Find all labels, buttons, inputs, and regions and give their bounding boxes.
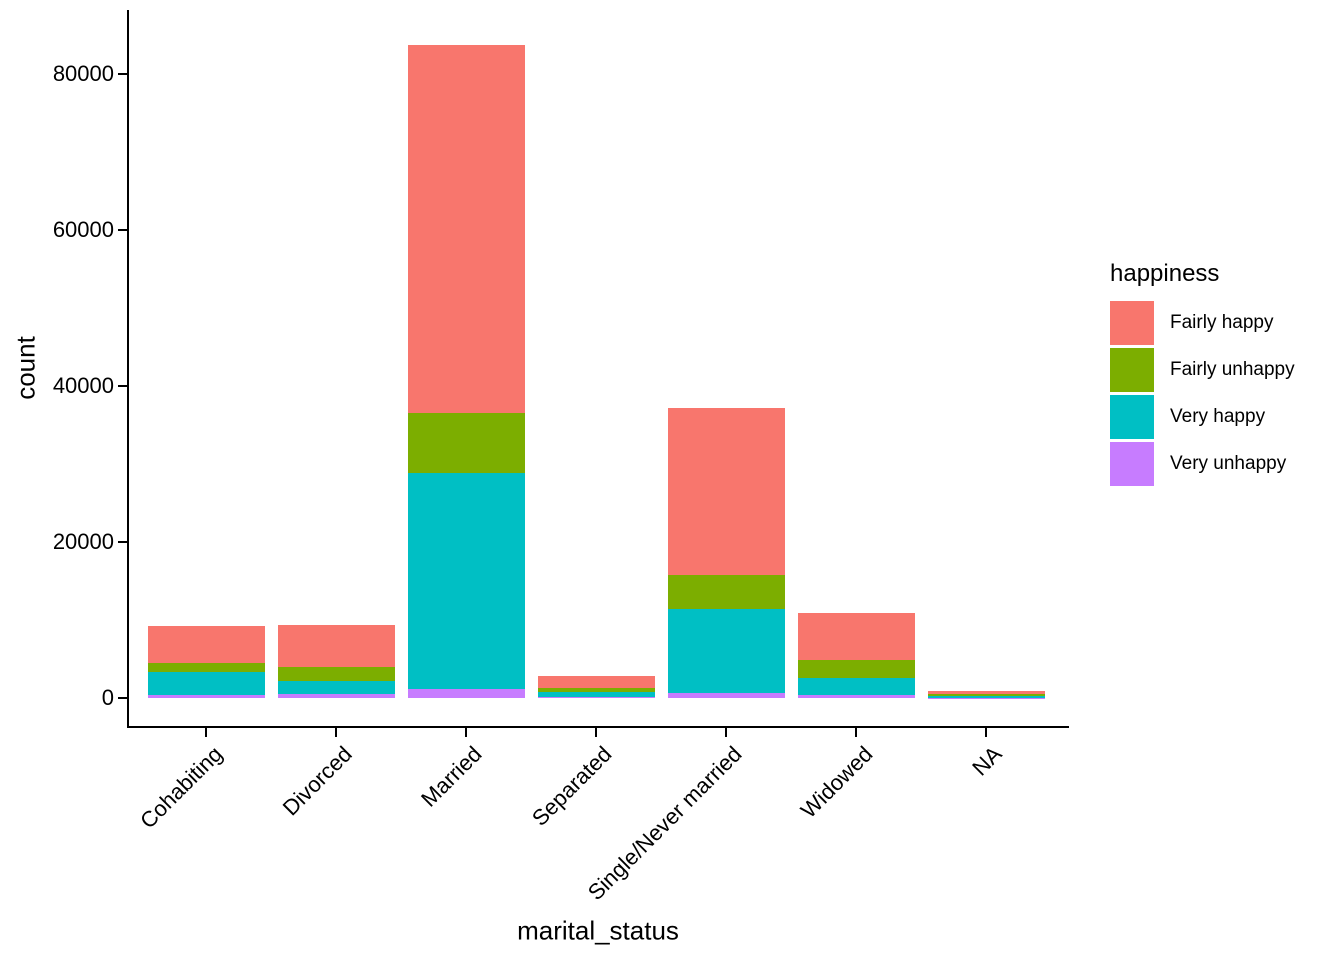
bar-segment-married-very-unhappy — [407, 689, 525, 698]
y-axis-line — [127, 10, 129, 728]
y-tick-label: 0 — [101, 685, 114, 710]
x-tick-mark — [725, 728, 727, 737]
legend-swatch-fairly-happy — [1110, 301, 1154, 345]
x-tick-mark — [595, 728, 597, 737]
legend-items: Fairly happy Fairly unhappy Very happy Very… — [1110, 301, 1295, 486]
x-tick-label-widowed: Widowed — [795, 741, 877, 823]
bar-segment-cohabiting-very-unhappy — [147, 694, 265, 698]
x-tick-mark — [335, 728, 337, 737]
x-axis-line — [127, 726, 1069, 728]
y-tick-mark — [118, 541, 127, 543]
bar-segment-married-very-happy — [407, 472, 525, 690]
x-tick-label-separated: Separated — [527, 741, 617, 831]
bar-segment-cohabiting-fairly-happy — [147, 626, 265, 664]
legend-swatch-fairly-unhappy — [1110, 348, 1154, 392]
bar-segment-cohabiting-very-happy — [147, 672, 265, 695]
bar-segment-na-very-happy — [927, 695, 1045, 698]
legend-label-very-unhappy: Very unhappy — [1170, 453, 1287, 474]
legend-item-very-unhappy: Very unhappy — [1110, 442, 1295, 486]
bar-segment-single-never-married-fairly-unhappy — [667, 574, 785, 609]
bar-segment-married-fairly-happy — [407, 45, 525, 413]
y-tick-label: 20000 — [52, 529, 114, 554]
y-tick-label: 80000 — [52, 61, 114, 86]
bar-segment-divorced-fairly-unhappy — [277, 666, 395, 681]
y-tick-label: 60000 — [52, 217, 114, 242]
legend-label-very-happy: Very happy — [1170, 406, 1266, 427]
bar-segment-widowed-very-unhappy — [797, 694, 915, 698]
y-tick-mark — [118, 229, 127, 231]
legend-label-fairly-unhappy: Fairly unhappy — [1170, 359, 1295, 380]
legend-label-fairly-happy: Fairly happy — [1170, 312, 1274, 333]
bar-segment-divorced-very-unhappy — [277, 694, 395, 698]
legend-item-fairly-unhappy: Fairly unhappy — [1110, 348, 1295, 392]
x-tick-label-cohabiting: Cohabiting — [134, 741, 227, 834]
x-tick-mark — [985, 728, 987, 737]
bar-segment-widowed-fairly-happy — [797, 612, 915, 660]
y-tick-mark — [118, 73, 127, 75]
bar-segment-cohabiting-fairly-unhappy — [147, 663, 265, 673]
legend-item-fairly-happy: Fairly happy — [1110, 301, 1295, 345]
bar-segment-widowed-fairly-unhappy — [797, 659, 915, 678]
legend-swatch-very-happy — [1110, 395, 1154, 439]
y-tick-mark — [118, 697, 127, 699]
legend-title: happiness — [1110, 260, 1220, 287]
bar-segment-separated-very-happy — [537, 691, 655, 697]
legend: happiness Fairly happy Fairly unhappy Very… — [1110, 260, 1295, 489]
y-tick-label: 40000 — [52, 373, 114, 398]
x-axis-title: marital_status — [517, 915, 679, 946]
bar-segment-single-never-married-very-happy — [667, 608, 785, 693]
x-tick-label-na: NA — [967, 741, 1007, 781]
x-tick-mark — [205, 728, 207, 737]
bar-segment-single-never-married-fairly-happy — [667, 407, 785, 575]
x-tick-mark — [855, 728, 857, 737]
legend-item-very-happy: Very happy — [1110, 395, 1295, 439]
bar-segment-na-fairly-happy — [927, 690, 1045, 694]
bar-segment-divorced-fairly-happy — [277, 624, 395, 667]
legend-swatch-very-unhappy — [1110, 442, 1154, 486]
bar-segment-divorced-very-happy — [277, 680, 395, 695]
bar-segment-separated-fairly-unhappy — [537, 687, 655, 692]
bar-segment-separated-very-unhappy — [537, 696, 655, 698]
y-tick-mark — [118, 385, 127, 387]
bar-segment-widowed-very-happy — [797, 677, 915, 695]
x-tick-mark — [465, 728, 467, 737]
bar-segment-na-fairly-unhappy — [927, 693, 1045, 696]
bar-segment-married-fairly-unhappy — [407, 412, 525, 473]
x-tick-label-married: Married — [416, 741, 487, 812]
bar-segment-separated-fairly-happy — [537, 675, 655, 688]
x-tick-label-divorced: Divorced — [277, 741, 357, 821]
bar-segment-single-never-married-very-unhappy — [667, 692, 785, 698]
